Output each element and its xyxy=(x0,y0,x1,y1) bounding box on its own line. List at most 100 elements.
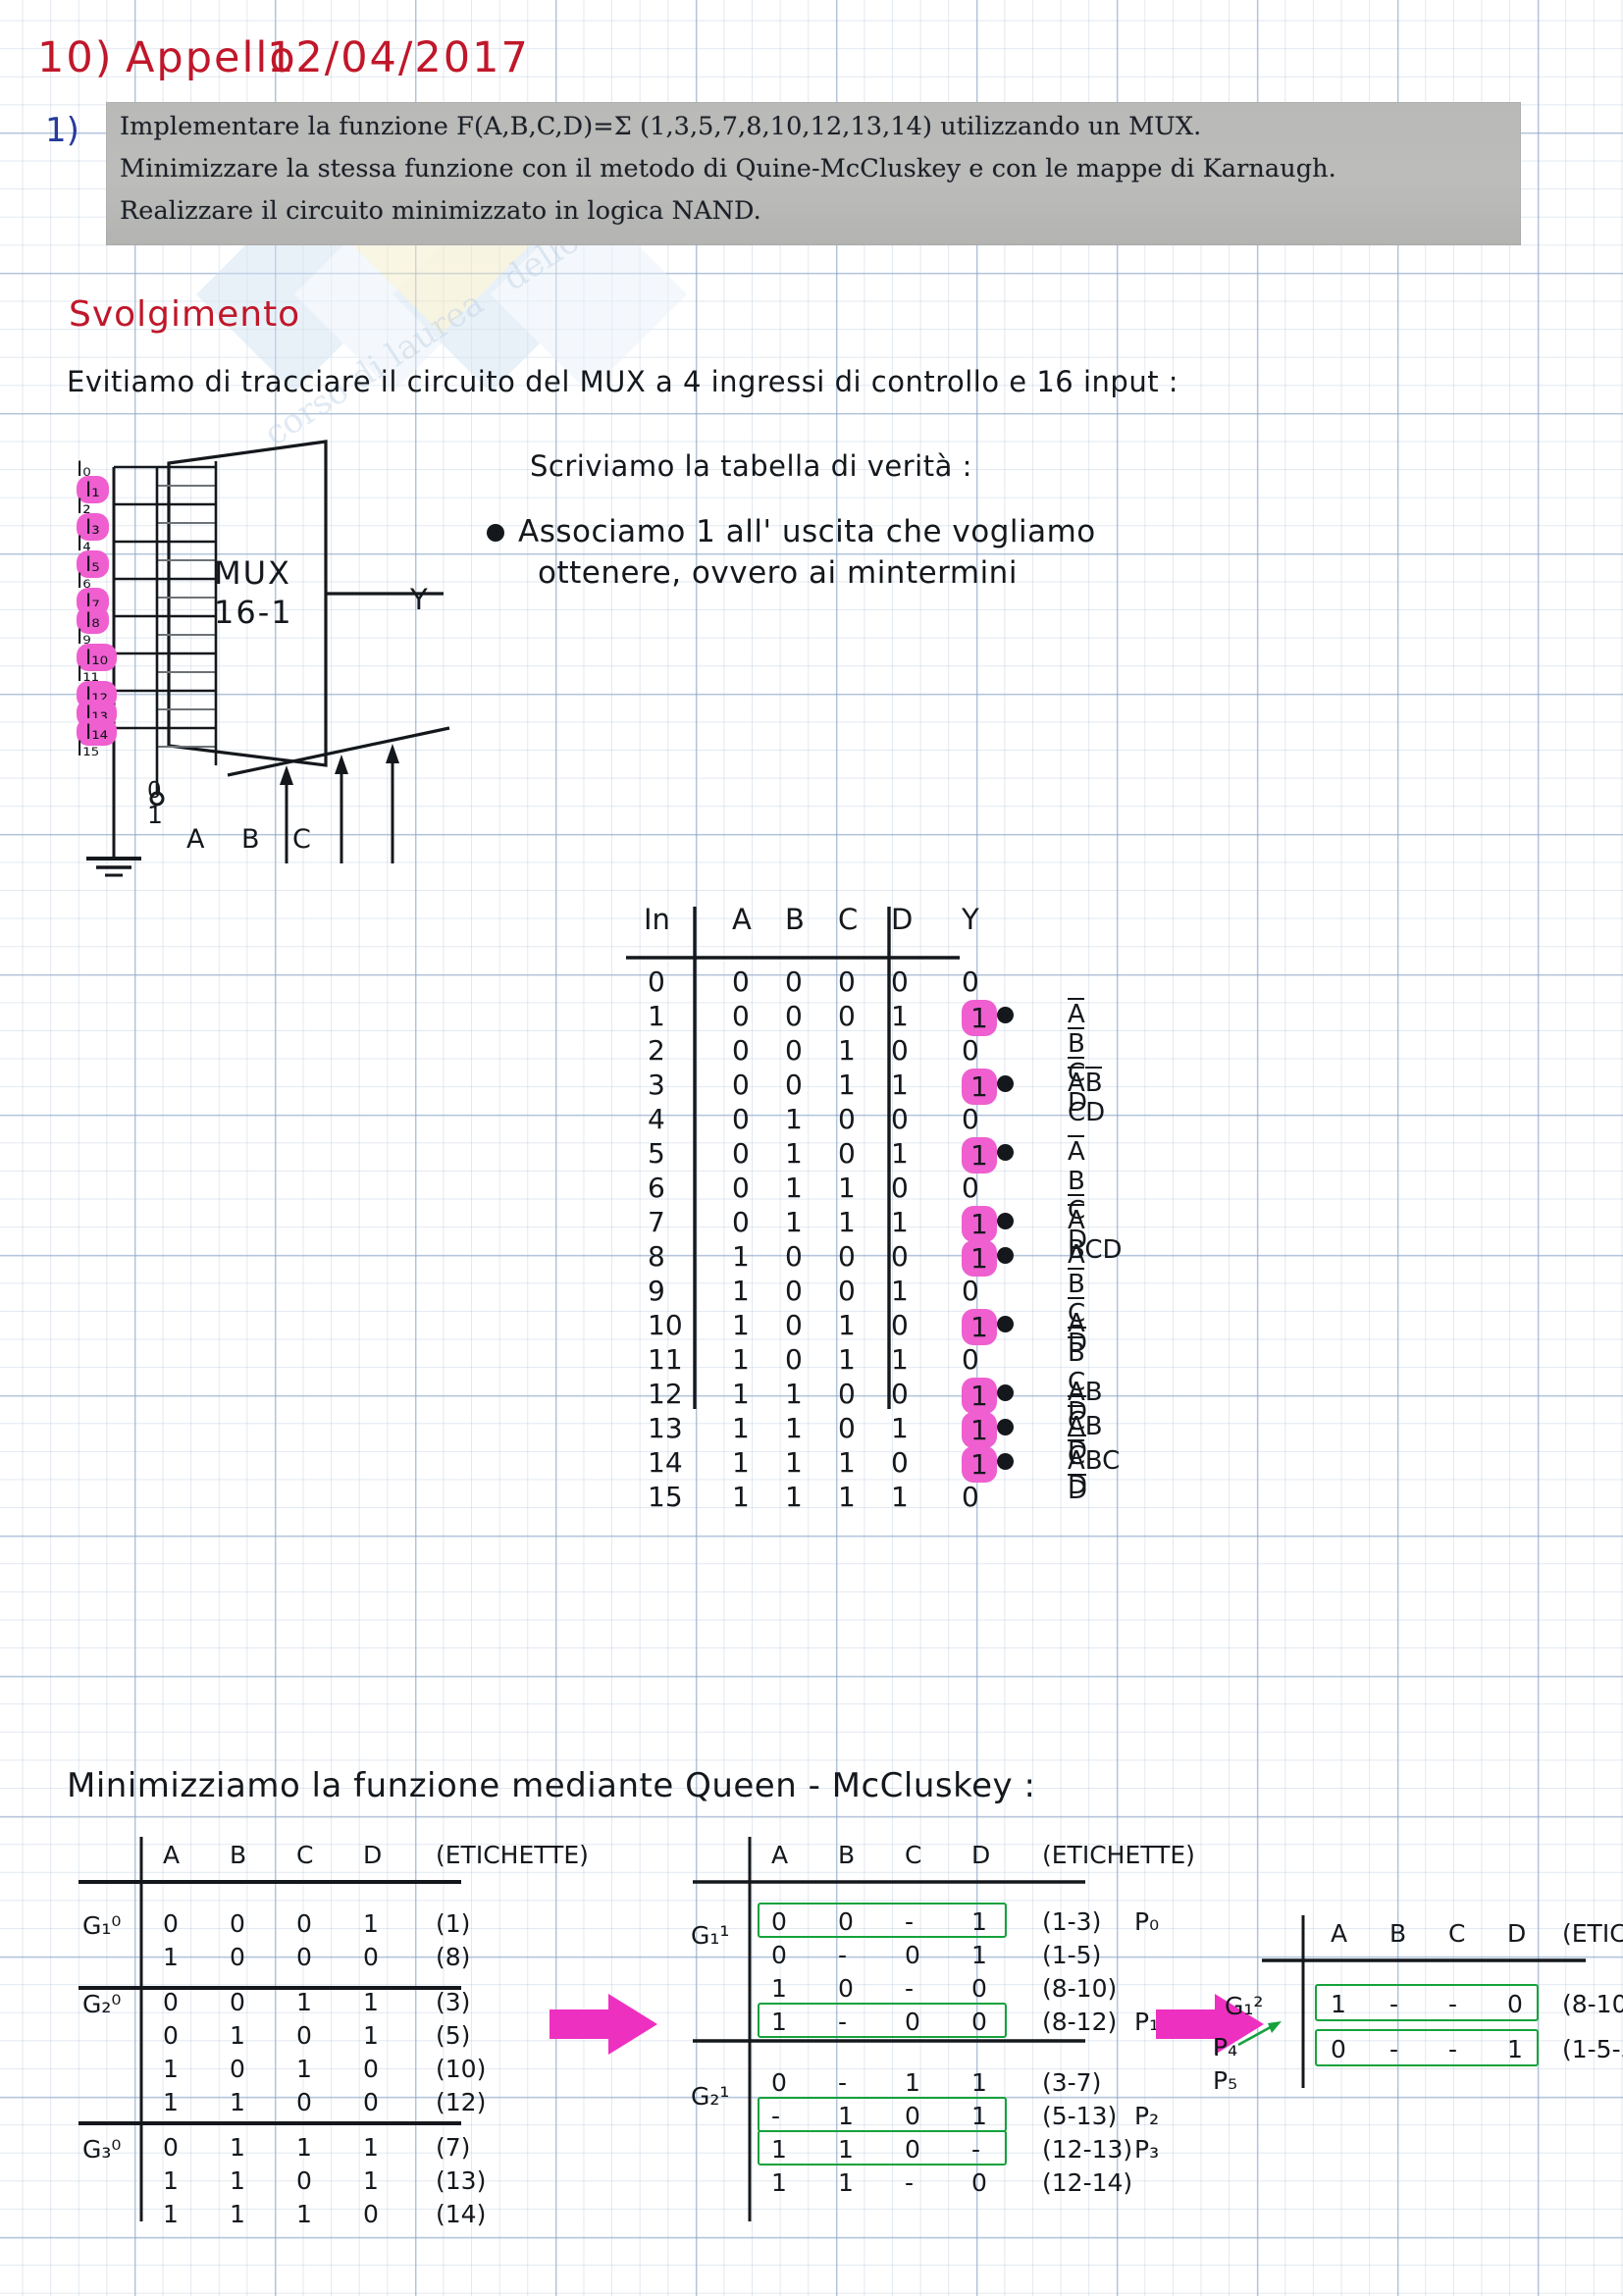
truth-table-minterm-8: ABCD xyxy=(1068,1240,1088,1358)
truth-table-cell-y-6: 0 xyxy=(962,1172,979,1204)
truth-table-highlight-dot-14 xyxy=(997,1453,1014,1470)
truth-table-cell-b-12: 1 xyxy=(785,1378,803,1410)
qm2-header-C: C xyxy=(1448,1919,1466,1948)
truth-table-cell-d-2: 0 xyxy=(891,1034,909,1067)
solution-intro-text: Evitiamo di tracciare il circuito del MU… xyxy=(67,365,1179,398)
qm0-cell-g1-r3-c0: 1 xyxy=(163,2088,179,2116)
truth-table-cell-b-10: 0 xyxy=(785,1309,803,1341)
question-number-label: 1) xyxy=(45,111,79,150)
truth-table-cell-a-13: 1 xyxy=(732,1412,750,1444)
mux-input-label-0: I₀ xyxy=(77,457,91,481)
qm0-cell-g0-r0-c1: 0 xyxy=(230,1909,245,1938)
truth-table-cell-b-5: 1 xyxy=(785,1137,803,1170)
qm2-cell-r0-c2: - xyxy=(1448,1990,1458,2018)
truth-table-minterm-14: ABCD xyxy=(1068,1446,1121,1505)
qm0-header-A: A xyxy=(163,1841,181,1869)
qm0-label-g1-r2: (10) xyxy=(436,2055,487,2083)
qm0-header-B: B xyxy=(230,1841,247,1869)
truth-table-cell-in-7: 7 xyxy=(648,1206,665,1238)
qm1-cell-g0-r3-c2: 0 xyxy=(905,2008,920,2036)
qm1-label-g0-r2: (8-10) xyxy=(1042,1974,1118,2003)
truth-table-cell-a-2: 0 xyxy=(732,1034,750,1067)
truth-table-cell-y-4: 0 xyxy=(962,1103,979,1135)
qm0-cell-g1-r0-c3: 1 xyxy=(363,1988,379,2016)
truth-table-cell-b-14: 1 xyxy=(785,1446,803,1479)
qm2-header-B: B xyxy=(1389,1919,1407,1948)
qm1-cell-g1-r3-c3: 0 xyxy=(971,2168,987,2197)
truth-table-cell-c-3: 1 xyxy=(838,1069,856,1101)
qm1-cell-g0-r0-c2: - xyxy=(905,1907,915,1936)
qm1-cell-g1-r2-c0: 1 xyxy=(771,2135,787,2164)
qm1-tag-g0-r3: P₁ xyxy=(1134,2008,1160,2036)
bullet-text-line2: ottenere, ovvero ai mintermini xyxy=(538,555,1018,591)
truth-table-cell-b-2: 0 xyxy=(785,1034,803,1067)
bullet-text-line1: Associamo 1 all' uscita che vogliamo xyxy=(518,514,1096,549)
truth-table-cell-a-6: 0 xyxy=(732,1172,750,1204)
qm2-header-D: D xyxy=(1507,1919,1527,1948)
qm1-tag-g0-r0: P₀ xyxy=(1134,1907,1160,1936)
qm1-cell-g0-r1-c1: - xyxy=(838,1941,848,1969)
bullet-dot-icon xyxy=(487,524,504,542)
qm0-cell-g0-r1-c3: 0 xyxy=(363,1943,379,1971)
truth-table-highlight-dot-8 xyxy=(997,1247,1014,1264)
qm1-cell-g0-r2-c1: 0 xyxy=(838,1974,854,2003)
qm0-cell-g0-r0-c0: 0 xyxy=(163,1909,179,1938)
qm0-label-g1-r1: (5) xyxy=(436,2021,471,2050)
truth-table-cell-b-7: 1 xyxy=(785,1206,803,1238)
truth-table-cell-c-8: 0 xyxy=(838,1240,856,1273)
truth-table-cell-c-11: 1 xyxy=(838,1343,856,1376)
problem-statement-box: Implementare la funzione F(A,B,C,D)=Σ (1… xyxy=(106,102,1521,245)
qm0-cell-g1-r1-c0: 0 xyxy=(163,2021,179,2050)
truth-table-highlight-dot-7 xyxy=(997,1213,1014,1229)
qm1-cell-g1-r2-c2: 0 xyxy=(905,2135,920,2164)
qm1-header-etichette: (ETICHETTE) xyxy=(1042,1841,1195,1869)
qm0-header-C: C xyxy=(296,1841,314,1869)
qm0-cell-g2-r0-c0: 0 xyxy=(163,2133,179,2162)
truth-table-cell-b-15: 1 xyxy=(785,1481,803,1513)
truth-table-cell-in-1: 1 xyxy=(648,1000,665,1032)
truth-table-cell-b-11: 0 xyxy=(785,1343,803,1376)
mux-input-label-2: I₂ xyxy=(77,495,91,518)
truth-table-cell-in-11: 11 xyxy=(648,1343,683,1376)
mux-input-label-1: I₁ xyxy=(77,476,109,503)
qm1-cell-g0-r1-c3: 1 xyxy=(971,1941,987,1969)
truth-table-cell-d-10: 0 xyxy=(891,1309,909,1341)
qm0-cell-g2-r0-c1: 1 xyxy=(230,2133,245,2162)
truth-table-header-b: B xyxy=(785,903,805,936)
truth-table-cell-c-15: 1 xyxy=(838,1481,856,1513)
qm2-prime-box-0 xyxy=(1315,1984,1539,2021)
qm1-prime-box-g0-r3 xyxy=(758,2003,1007,2038)
truth-table-cell-d-1: 1 xyxy=(891,1000,909,1032)
truth-table-cell-y-15: 0 xyxy=(962,1481,979,1513)
qm0-cell-g0-r0-c3: 1 xyxy=(363,1909,379,1938)
problem-line-3: Realizzare il circuito minimizzato in lo… xyxy=(120,196,761,226)
truth-table-cell-b-6: 1 xyxy=(785,1172,803,1204)
qm1-cell-g0-r0-c1: 0 xyxy=(838,1907,854,1936)
truth-table-cell-in-13: 13 xyxy=(648,1412,683,1444)
truth-table-header-a: A xyxy=(732,903,752,936)
qm-heading: Minimizziamo la funzione mediante Queen … xyxy=(67,1766,1036,1805)
mux-input-label-3: I₃ xyxy=(77,513,109,541)
mux-input-label-4: I₄ xyxy=(77,532,91,555)
truth-table-cell-c-6: 1 xyxy=(838,1172,856,1204)
truth-table-cell-a-1: 0 xyxy=(732,1000,750,1032)
truth-table-cell-c-1: 0 xyxy=(838,1000,856,1032)
qm1-prime-box-g1-r2 xyxy=(758,2130,1007,2166)
qm1-cell-g1-r3-c2: - xyxy=(905,2168,915,2197)
exam-session-label: Appello xyxy=(126,33,297,82)
qm1-tag-g1-r1: P₂ xyxy=(1134,2102,1160,2130)
mux-circuit-diagram xyxy=(0,0,451,442)
truth-table-cell-in-8: 8 xyxy=(648,1240,665,1273)
truth-table-cell-b-4: 1 xyxy=(785,1103,803,1135)
truth-table-highlight-dot-1 xyxy=(997,1007,1014,1023)
qm0-label-g2-r0: (7) xyxy=(436,2133,471,2162)
problem-line-1: Implementare la funzione F(A,B,C,D)=Σ (1… xyxy=(120,112,1202,141)
qm1-label-g0-r0: (1-3) xyxy=(1042,1907,1102,1936)
qm1-label-g1-r1: (5-13) xyxy=(1042,2102,1118,2130)
truth-table-header-in: In xyxy=(644,903,670,936)
qm0-cell-g1-r0-c2: 1 xyxy=(296,1988,312,2016)
qm0-cell-g1-r3-c1: 1 xyxy=(230,2088,245,2116)
qm0-cell-g1-r0-c0: 0 xyxy=(163,1988,179,2016)
qm2-cell-r0-c1: - xyxy=(1389,1990,1399,2018)
qm2-prime-box-1 xyxy=(1315,2029,1539,2066)
